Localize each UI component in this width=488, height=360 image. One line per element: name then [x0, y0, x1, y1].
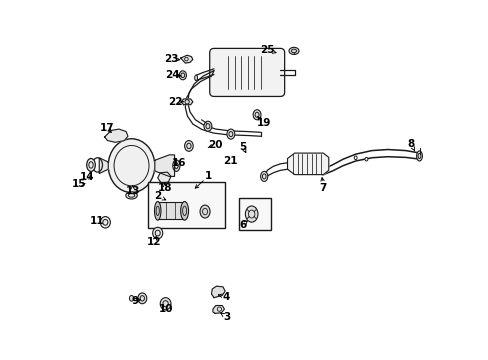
Ellipse shape: [253, 110, 261, 120]
Polygon shape: [287, 153, 328, 175]
Polygon shape: [211, 286, 224, 298]
Ellipse shape: [288, 47, 298, 54]
Polygon shape: [158, 172, 171, 184]
Ellipse shape: [108, 139, 155, 193]
Text: 8: 8: [407, 139, 414, 149]
FancyBboxPatch shape: [209, 48, 284, 96]
Ellipse shape: [179, 71, 186, 80]
Text: 21: 21: [223, 156, 238, 166]
Text: 12: 12: [146, 237, 161, 247]
Text: 18: 18: [157, 183, 172, 193]
Ellipse shape: [226, 129, 234, 139]
Ellipse shape: [138, 293, 146, 304]
Bar: [239, 198, 271, 230]
Ellipse shape: [180, 202, 188, 220]
Ellipse shape: [184, 140, 193, 151]
Text: 6: 6: [239, 220, 246, 230]
Ellipse shape: [129, 296, 133, 301]
Ellipse shape: [245, 206, 258, 222]
Text: 3: 3: [223, 312, 230, 322]
Text: 1: 1: [204, 171, 212, 181]
Text: 24: 24: [164, 70, 179, 80]
Ellipse shape: [100, 217, 110, 228]
Text: 15: 15: [71, 179, 86, 189]
Text: 9: 9: [131, 296, 139, 306]
Polygon shape: [181, 99, 192, 105]
Text: 16: 16: [172, 158, 186, 168]
Polygon shape: [180, 55, 192, 63]
Ellipse shape: [125, 192, 137, 199]
Text: 7: 7: [319, 183, 326, 193]
Ellipse shape: [200, 205, 210, 218]
Ellipse shape: [416, 151, 422, 161]
Text: 11: 11: [89, 216, 104, 226]
Bar: [147, 182, 224, 228]
Ellipse shape: [353, 156, 356, 159]
Ellipse shape: [86, 158, 95, 171]
Ellipse shape: [154, 202, 161, 220]
Text: 20: 20: [207, 140, 222, 150]
Ellipse shape: [194, 75, 197, 81]
Text: 23: 23: [163, 54, 178, 64]
Polygon shape: [155, 155, 174, 176]
Polygon shape: [104, 129, 128, 142]
Polygon shape: [212, 306, 224, 314]
Text: 4: 4: [222, 292, 229, 302]
Text: 22: 22: [168, 97, 183, 107]
Bar: [158, 202, 184, 220]
Polygon shape: [99, 158, 108, 174]
Ellipse shape: [260, 171, 267, 181]
Ellipse shape: [203, 121, 211, 131]
Text: 5: 5: [239, 142, 246, 152]
Text: 13: 13: [125, 186, 140, 196]
Text: 14: 14: [79, 172, 94, 182]
Text: 17: 17: [100, 123, 115, 132]
Ellipse shape: [160, 298, 171, 310]
Ellipse shape: [364, 157, 367, 161]
Ellipse shape: [152, 227, 163, 239]
Ellipse shape: [172, 160, 180, 171]
Text: 19: 19: [257, 118, 271, 128]
Text: 10: 10: [158, 304, 172, 314]
Text: 2: 2: [154, 191, 161, 201]
Text: 25: 25: [260, 45, 274, 55]
